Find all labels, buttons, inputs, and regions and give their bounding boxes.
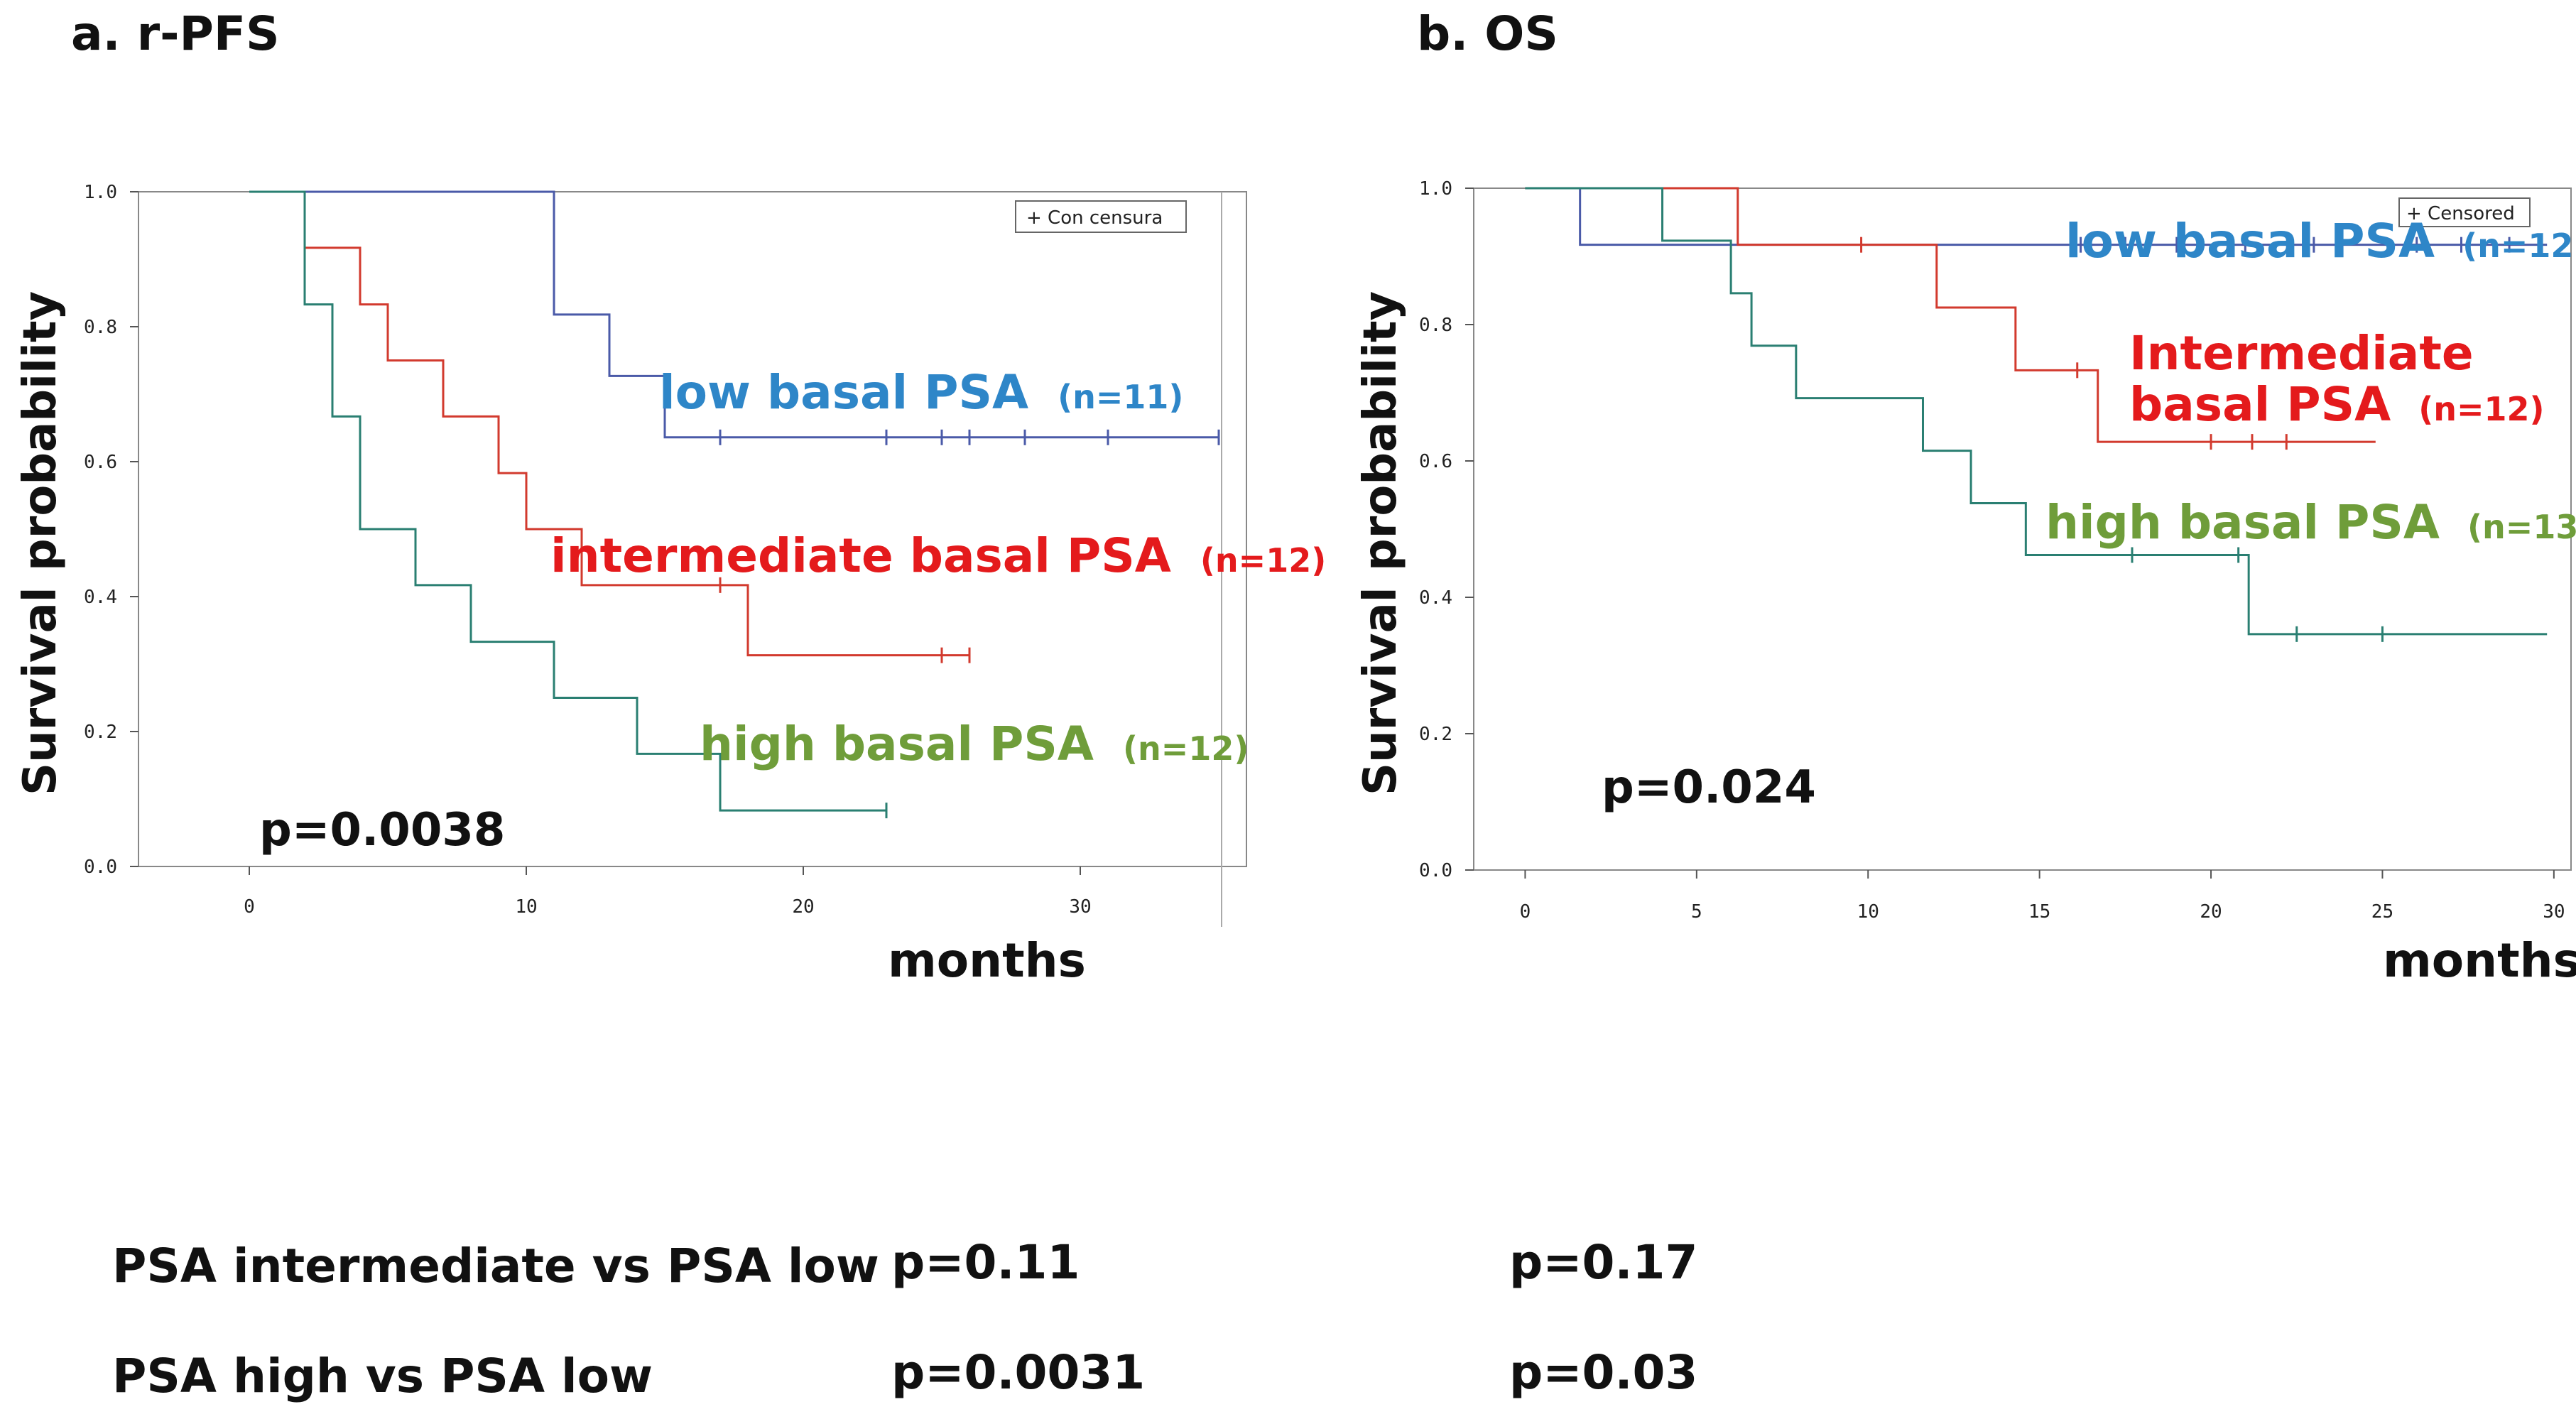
x-tick-label: 25 <box>2371 901 2393 923</box>
x-tick-label: 5 <box>1691 901 1702 923</box>
y-tick-label: 0.4 <box>1419 587 1452 609</box>
comparison-row-os: p=0.17 <box>1509 1235 1697 1290</box>
series-name-high-rpfs: high basal PSA <box>700 717 1094 771</box>
series-label-high-os: high basal PSA (n=13) <box>2045 495 2576 550</box>
x-tick-label: 0 <box>244 896 255 918</box>
y-tick-label: 0.6 <box>84 452 117 473</box>
series-label-intermediate-os-line2: basal PSA (n=12) <box>2129 377 2545 432</box>
x-tick-label: 10 <box>1857 901 1879 923</box>
comparison-table: PSA intermediate vs PSA low p=0.11 p=0.1… <box>112 1235 1697 1403</box>
y-axis-label-os: Survival probability <box>1354 291 1407 795</box>
x-tick-label: 30 <box>1069 896 1091 918</box>
curves-rpfs <box>249 190 1220 819</box>
comparison-row-label: PSA intermediate vs PSA low <box>112 1239 879 1293</box>
pvalue-rpfs: p=0.0038 <box>259 804 505 857</box>
comparison-row-label: PSA high vs PSA low <box>112 1349 653 1403</box>
series-name-intermediate-rpfs: intermediate basal PSA <box>550 528 1171 583</box>
panel-os: b. OS 0 5 10 15 20 25 30 0.0 0.2 0.4 0.6 0.8 1.0 + C… <box>1354 6 2576 988</box>
series-name2-intermediate-os: basal PSA <box>2129 377 2391 432</box>
panel-rpfs: a. r-PFS 0 10 20 30 0.0 0.2 0.4 0.6 0.8 1.0 + Con… <box>14 6 1326 988</box>
series-label-low-rpfs: low basal PSA (n=11) <box>659 365 1183 420</box>
series-n-intermediate-rpfs: (n=12) <box>1200 541 1326 580</box>
x-tick-label: 20 <box>792 896 814 918</box>
curves-os <box>1525 187 2548 642</box>
plot-frame-rpfs <box>138 191 1247 867</box>
km-curve-high <box>1525 187 2548 636</box>
series-n-low-rpfs: (n=11) <box>1058 378 1183 416</box>
series-label-intermediate-rpfs: intermediate basal PSA (n=12) <box>550 528 1326 583</box>
series-label-intermediate-os-line1: Intermediate <box>2129 326 2474 381</box>
y-tick-label: 0.6 <box>1419 451 1452 472</box>
panel-title-rpfs: a. r-PFS <box>71 6 280 61</box>
y-axis-label-rpfs: Survival probability <box>14 291 67 795</box>
legend-box-rpfs <box>1015 200 1187 233</box>
series-label-high-rpfs: high basal PSA (n=12) <box>700 717 1249 771</box>
comparison-row-rpfs: p=0.0031 <box>891 1345 1145 1400</box>
axis-ticks-os: 0 5 10 15 20 25 30 0.0 0.2 0.4 0.6 0.8 1.0 <box>1419 178 2565 923</box>
legend-text-rpfs: + Con censura <box>1026 207 1163 229</box>
y-tick-label: 1.0 <box>1419 178 1452 200</box>
legend-text-os: + Censored <box>2406 203 2515 224</box>
y-tick-label: 0.2 <box>84 722 117 743</box>
pvalue-os: p=0.024 <box>1602 761 1816 814</box>
axis-ticks-rpfs: 0 10 20 30 0.0 0.2 0.4 0.6 0.8 1.0 <box>84 182 1092 918</box>
series-name-low-rpfs: low basal PSA <box>659 365 1028 420</box>
x-axis-label-rpfs: months <box>888 933 1086 988</box>
legend-box-os <box>2398 197 2531 227</box>
comparison-row-os: p=0.03 <box>1509 1345 1697 1400</box>
x-tick-label: 0 <box>1520 901 1531 923</box>
y-tick-label: 0.8 <box>1419 315 1452 336</box>
plot-frame-os <box>1473 187 2572 871</box>
y-tick-label: 0.0 <box>1419 860 1452 881</box>
panel-title-os: b. OS <box>1417 6 1558 61</box>
km-curve-intermediate <box>1525 187 2376 443</box>
x-tick-label: 15 <box>2028 901 2050 923</box>
x-axis-label-os: months <box>2383 933 2576 988</box>
x-tick-label: 10 <box>515 896 537 918</box>
series-label-low-os: low basal PSA (n=12) <box>2065 214 2576 268</box>
x-tick-label: 30 <box>2543 901 2565 923</box>
km-curve-high <box>249 190 886 812</box>
km-curve-low <box>249 190 1219 439</box>
series-n-low-os: (n=12) <box>2462 227 2576 265</box>
y-tick-label: 0.0 <box>84 857 117 878</box>
comparison-row-rpfs: p=0.11 <box>891 1235 1080 1290</box>
y-tick-label: 0.2 <box>1419 724 1452 745</box>
y-tick-label: 0.8 <box>84 317 117 338</box>
x-tick-label: 20 <box>2200 901 2222 923</box>
y-tick-label: 1.0 <box>84 182 117 203</box>
series-n-intermediate-os: (n=12) <box>2418 390 2544 428</box>
km-curve-intermediate <box>249 190 969 657</box>
series-n-high-os: (n=13) <box>2467 508 2576 546</box>
series-n-high-rpfs: (n=12) <box>1123 729 1249 768</box>
y-tick-label: 0.4 <box>84 587 117 608</box>
series-name-high-os: high basal PSA <box>2045 495 2440 550</box>
series-name-low-os: low basal PSA <box>2065 214 2435 268</box>
